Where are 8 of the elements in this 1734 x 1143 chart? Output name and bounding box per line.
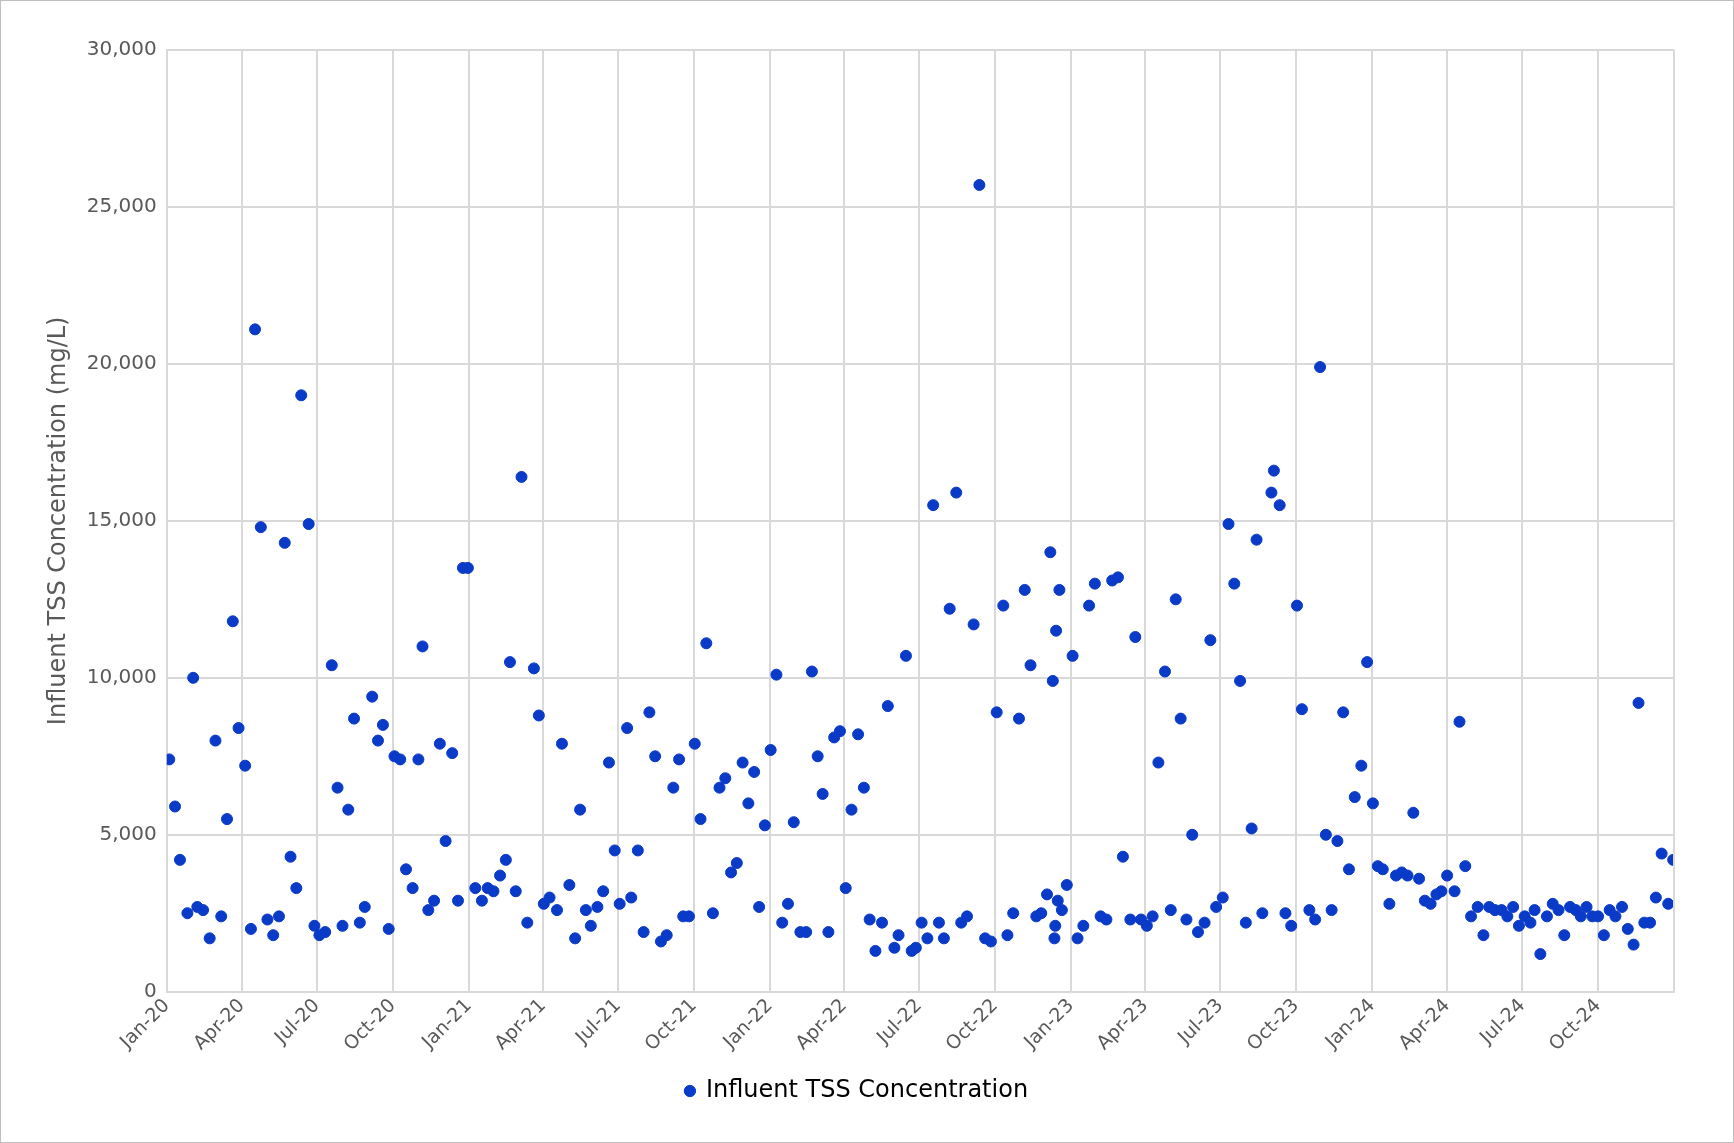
y-tick-label: 10,000 xyxy=(86,664,157,689)
y-tick-label: 20,000 xyxy=(86,350,157,375)
y-axis-title: Influent TSS Concentration (mg/L) xyxy=(42,316,71,726)
legend-label: Influent TSS Concentration xyxy=(705,1075,1029,1104)
y-tick-label: 30,000 xyxy=(86,36,157,61)
y-tick-label: 25,000 xyxy=(86,193,157,218)
y-tick-label: 15,000 xyxy=(86,507,157,532)
y-tick-label: 5,000 xyxy=(99,820,157,845)
